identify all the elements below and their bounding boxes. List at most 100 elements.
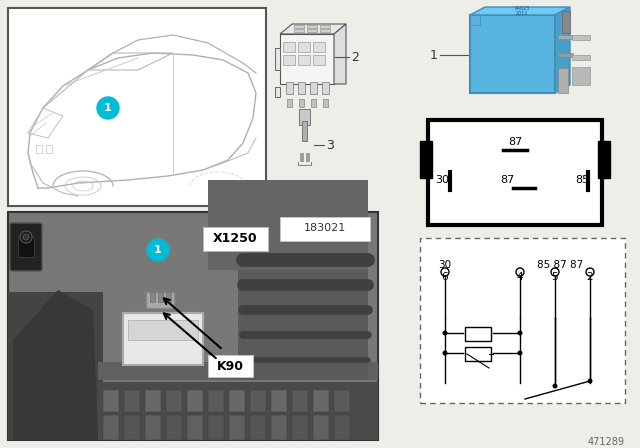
Text: 87: 87	[508, 137, 522, 147]
Bar	[208, 355, 253, 377]
Text: 3: 3	[326, 138, 334, 151]
Text: 471289: 471289	[588, 437, 625, 447]
Bar	[334, 415, 350, 440]
Circle shape	[442, 350, 447, 356]
Bar	[158, 292, 163, 302]
Bar	[572, 35, 590, 40]
Text: 1: 1	[430, 48, 438, 61]
Text: 4: 4	[516, 272, 524, 282]
Bar	[275, 87, 280, 97]
Bar	[302, 121, 307, 141]
Bar	[18, 237, 34, 257]
Bar	[299, 99, 304, 107]
Bar	[310, 82, 317, 94]
Text: PA623
2011: PA623 2011	[515, 6, 530, 17]
Bar	[124, 415, 140, 440]
Bar	[572, 67, 590, 85]
Text: 1: 1	[154, 245, 162, 255]
Polygon shape	[470, 7, 570, 15]
Polygon shape	[280, 24, 346, 34]
Polygon shape	[307, 25, 317, 28]
Bar	[128, 320, 198, 340]
Bar	[208, 390, 224, 412]
Bar	[208, 415, 224, 440]
Bar	[208, 180, 368, 270]
Text: K90: K90	[216, 359, 243, 372]
Bar	[280, 217, 370, 241]
Bar	[286, 82, 293, 94]
Text: 85 87 87: 85 87 87	[537, 260, 583, 270]
Bar	[420, 238, 625, 403]
Bar	[98, 362, 378, 380]
Circle shape	[23, 234, 29, 240]
Text: 1: 1	[104, 103, 112, 113]
Text: 30: 30	[438, 260, 452, 270]
Polygon shape	[334, 24, 346, 84]
Bar	[292, 415, 308, 440]
Bar	[420, 141, 432, 178]
Polygon shape	[320, 25, 330, 28]
Text: 6: 6	[442, 272, 448, 282]
Bar	[558, 68, 568, 93]
Text: 2: 2	[587, 272, 593, 282]
Bar	[187, 390, 203, 412]
Bar	[598, 141, 610, 178]
Bar	[166, 390, 182, 412]
Polygon shape	[283, 42, 295, 52]
Text: 87: 87	[500, 175, 514, 185]
Bar	[299, 109, 310, 125]
Bar	[465, 327, 491, 341]
Polygon shape	[313, 55, 325, 65]
Text: 85: 85	[575, 175, 589, 185]
Bar	[275, 48, 280, 70]
Bar	[8, 8, 266, 206]
Bar	[103, 390, 119, 412]
Bar	[250, 415, 266, 440]
Bar	[298, 82, 305, 94]
Bar	[558, 53, 573, 57]
Circle shape	[516, 268, 524, 276]
Bar	[36, 145, 42, 153]
Bar	[465, 347, 491, 361]
Bar	[166, 292, 171, 302]
Circle shape	[551, 268, 559, 276]
Circle shape	[147, 239, 169, 261]
Bar	[470, 15, 480, 25]
Circle shape	[588, 379, 593, 383]
Text: X1250: X1250	[212, 232, 257, 245]
Bar	[229, 415, 245, 440]
Bar	[8, 292, 103, 440]
Bar	[306, 153, 309, 161]
Polygon shape	[13, 290, 98, 440]
Bar	[8, 212, 378, 440]
Text: 30: 30	[435, 175, 449, 185]
Bar	[150, 292, 155, 302]
Bar	[238, 227, 368, 380]
Bar	[292, 390, 308, 412]
Polygon shape	[307, 29, 317, 32]
Bar	[103, 415, 119, 440]
Polygon shape	[283, 55, 295, 65]
Bar	[229, 390, 245, 412]
Bar	[562, 11, 570, 33]
Polygon shape	[555, 7, 570, 93]
Bar	[145, 390, 161, 412]
Bar	[98, 382, 378, 440]
Circle shape	[20, 231, 32, 243]
Bar	[558, 35, 573, 39]
Bar	[428, 120, 602, 225]
Bar	[287, 99, 292, 107]
Circle shape	[518, 331, 522, 336]
Bar	[300, 153, 303, 161]
Bar	[334, 390, 350, 412]
Circle shape	[518, 350, 522, 356]
Polygon shape	[320, 29, 330, 32]
Bar	[271, 390, 287, 412]
Text: 2: 2	[351, 51, 359, 64]
Circle shape	[442, 331, 447, 336]
Polygon shape	[294, 29, 304, 32]
Bar	[203, 227, 268, 251]
Text: 183021: 183021	[304, 223, 346, 233]
Bar	[46, 145, 52, 153]
Bar	[572, 55, 590, 60]
